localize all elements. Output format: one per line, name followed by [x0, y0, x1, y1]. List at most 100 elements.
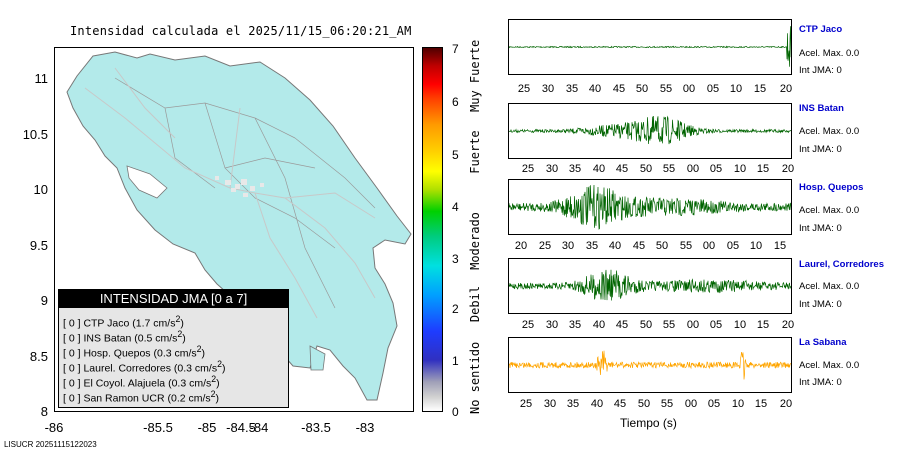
legend-jma: [ 0 ] — [63, 362, 81, 375]
station-name-la-sabana: La Sabana — [799, 337, 847, 348]
station-name-ctp-jaco: CTP Jaco — [799, 24, 843, 35]
colorbar-label-debil: Debil — [468, 285, 482, 323]
station-acel-la-sabana: Acel. Max. 0.0 — [799, 360, 860, 371]
legend-acc: (0.3 cm/s — [173, 362, 218, 375]
tick: 40 — [592, 319, 606, 331]
legend-item-ins-batan: [ 0 ] INS Batan (0.5 cm/s2) — [59, 327, 288, 345]
tick: 45 — [612, 83, 626, 95]
tick: 10 — [729, 83, 743, 95]
legend-acc: (0.3 cm/s — [153, 347, 197, 360]
legend-item-laurel-corredores: [ 0 ] Laurel. Corredores (0.3 cm/s2) — [59, 357, 288, 375]
legend-station: CTP Jaco — [83, 317, 130, 330]
legend-acc: (0.3 cm/s — [168, 377, 212, 390]
tick: 30 — [545, 163, 559, 175]
tick: 25 — [519, 398, 533, 410]
road-network — [84, 67, 376, 319]
trace-box-la-sabana — [508, 337, 792, 393]
tick: 15 — [753, 83, 767, 95]
colorbar-num-3: 3 — [452, 252, 459, 266]
trace-ticks-ctp-jaco: 25 30 35 40 45 50 55 00 05 10 15 20 — [508, 83, 798, 97]
tick: 55 — [660, 398, 674, 410]
osa-peninsula — [309, 345, 326, 371]
trace-ticks-ins-batan: 25 30 35 40 45 50 55 00 05 10 15 20 — [508, 163, 798, 177]
tick: 30 — [545, 319, 559, 331]
tick: 25 — [517, 83, 531, 95]
tick: 35 — [585, 240, 599, 252]
tick: 35 — [565, 83, 579, 95]
legend-item-hosp-quepos: [ 0 ] Hosp. Quepos (0.3 cm/s2) — [59, 342, 288, 360]
tick: 55 — [662, 163, 676, 175]
trace-box-hosp-quepos — [508, 179, 792, 235]
y-tick-10: 10 — [33, 182, 48, 197]
station-name-ins-batan: INS Batan — [799, 103, 844, 114]
station-name-hosp-quepos: Hosp. Quepos — [799, 182, 864, 193]
tick: 55 — [679, 240, 693, 252]
colorbar-num-6: 6 — [452, 95, 459, 109]
colorbar-label-muy-fuerte: Muy Fuerte — [468, 39, 482, 112]
station-jma-hosp-quepos: Int JMA: 0 — [799, 223, 842, 234]
colorbar-num-2: 2 — [452, 302, 459, 316]
station-acel-ctp-jaco: Acel. Max. 0.0 — [799, 48, 860, 59]
tick: 50 — [655, 240, 669, 252]
trace-waveform-laurel-corredores — [509, 269, 791, 301]
tick: 55 — [659, 83, 673, 95]
tick: 00 — [682, 83, 696, 95]
station-acel-hosp-quepos: Acel. Max. 0.0 — [799, 205, 860, 216]
colorbar-num-4: 4 — [452, 200, 459, 214]
intensity-colorbar — [422, 47, 443, 412]
legend-item-el-coyol: [ 0 ] El Coyol. Alajuela (0.3 cm/s2) — [59, 372, 288, 390]
tick: 25 — [521, 319, 535, 331]
station-jma-ctp-jaco: Int JMA: 0 — [799, 65, 842, 76]
legend-station: INS Batan — [83, 332, 132, 345]
colorbar-label-no-sentido: No sentido — [468, 341, 482, 414]
legend-acc-sup: 2 — [211, 374, 217, 384]
tick: 55 — [662, 319, 676, 331]
tick: 15 — [754, 398, 768, 410]
trace-ticks-laurel-corredores: 25 30 35 40 45 50 55 00 05 10 15 20 — [508, 319, 798, 333]
tick: 35 — [566, 398, 580, 410]
tick: 20 — [514, 240, 528, 252]
tick: 25 — [521, 163, 535, 175]
waveform-line — [509, 184, 791, 230]
legend-acc: (0.5 cm/s — [134, 332, 178, 345]
trace-waveform-ctp-jaco — [509, 26, 791, 67]
x-tick-84-5: -84.5 — [226, 420, 256, 435]
legend-acc-close: ) — [201, 347, 206, 360]
trace-ticks-la-sabana: 25 30 35 40 45 50 55 00 05 10 15 20 — [508, 398, 798, 412]
legend-acc-sup: 2 — [217, 359, 222, 369]
legend-acc: (1.7 cm/s — [132, 317, 176, 330]
tick: 20 — [781, 319, 795, 331]
legend-title: INTENSIDAD JMA [0 a 7] — [59, 290, 288, 308]
y-tick-9: 9 — [40, 293, 48, 308]
colorbar-label-fuerte: Fuerte — [468, 130, 482, 174]
legend-acc-close: ) — [215, 392, 220, 405]
x-tick-83-5: -83.5 — [301, 420, 331, 435]
station-jma-la-sabana: Int JMA: 0 — [799, 377, 842, 388]
trace-waveform-hosp-quepos — [509, 184, 791, 230]
tick: 15 — [756, 163, 770, 175]
trace-box-ins-batan — [508, 103, 792, 159]
city-dots — [215, 176, 264, 197]
tick: 00 — [684, 398, 698, 410]
legend-jma: [ 0 ] — [63, 377, 81, 390]
y-tick-8-5: 8.5 — [29, 349, 48, 364]
intensity-legend: INTENSIDAD JMA [0 a 7] [ 0 ] CTP Jaco (1… — [58, 289, 289, 408]
colorbar-label-moderado: Moderado — [468, 212, 482, 270]
tick: 10 — [733, 163, 747, 175]
trace-waveform-la-sabana — [509, 350, 791, 380]
x-axis-label: Tiempo (s) — [620, 416, 677, 430]
y-tick-10-5: 10.5 — [22, 127, 48, 142]
footer-id: LISUCR 20251115122023 — [4, 440, 97, 449]
station-jma-laurel-corredores: Int JMA: 0 — [799, 299, 842, 310]
legend-jma: [ 0 ] — [63, 347, 81, 360]
station-acel-laurel-corredores: Acel. Max. 0.0 — [799, 281, 860, 292]
waveform-line — [509, 26, 791, 67]
tick: 00 — [686, 163, 700, 175]
legend-station: San Ramon UCR — [83, 392, 165, 405]
legend-jma: [ 0 ] — [63, 332, 81, 345]
tick: 05 — [726, 240, 740, 252]
nicoya-gulf — [126, 165, 168, 199]
trace-ticks-hosp-quepos: 20 25 30 35 40 45 50 55 00 05 10 15 — [508, 240, 798, 254]
legend-station: Hosp. Quepos — [83, 347, 151, 360]
station-name-laurel-corredores: Laurel, Corredores — [799, 259, 884, 270]
